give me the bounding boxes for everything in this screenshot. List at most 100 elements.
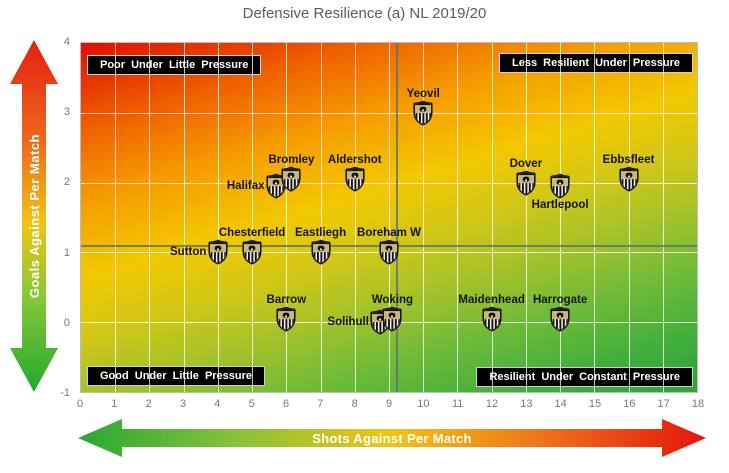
- team-point: Boreham W: [357, 227, 421, 265]
- gridline: [115, 43, 117, 392]
- y-tick-label: -1: [60, 387, 70, 399]
- x-axis-ticks: 0 1 2 3 4 5 6 7 8 9 10 11 12 13 14 15 16 17 18: [76, 398, 704, 412]
- gridline: [423, 43, 425, 392]
- y-tick-label: 2: [63, 176, 70, 189]
- team-label: Ebbsfleet: [602, 154, 655, 167]
- team-label: Bromley: [268, 154, 315, 167]
- team-label: Dover: [509, 157, 543, 170]
- team-point: Harrogate: [533, 294, 587, 332]
- team-point: Maidenhead: [458, 294, 525, 332]
- x-tick-label: 14: [554, 398, 567, 410]
- gridline: [525, 43, 527, 392]
- y-tick-label: 4: [63, 36, 70, 48]
- team-badge-icon: [276, 306, 296, 332]
- x-tick-label: 18: [691, 398, 705, 410]
- x-tick-label: 10: [417, 398, 430, 410]
- team-label: Yeovil: [406, 87, 440, 100]
- x-tick-label: 5: [248, 398, 255, 410]
- team-badge-icon: [413, 100, 433, 126]
- team-point: Yeovil: [407, 88, 440, 126]
- avg-shots-against-line: [395, 43, 398, 392]
- chart-title: Defensive Resilience (a) NL 2019/20: [242, 5, 487, 22]
- team-badge-icon: [550, 173, 570, 199]
- quadrant-label-top-left: Poor Under Little Pressure: [87, 55, 262, 75]
- x-tick-label: 4: [214, 398, 221, 410]
- team-point: Chesterfield: [219, 227, 285, 265]
- x-tick-label: 12: [485, 398, 499, 410]
- team-label: Barrow: [266, 293, 307, 306]
- team-label: Harrogate: [532, 293, 588, 306]
- team-badge-icon: [482, 306, 502, 332]
- team-badge-icon: [382, 306, 402, 332]
- x-axis-arrow-icon: [78, 419, 706, 457]
- team-point: Ebbsfleet: [603, 154, 654, 192]
- x-tick-label: 7: [317, 398, 324, 410]
- team-badge-icon: [311, 240, 331, 265]
- team-label: Aldershot: [327, 154, 382, 167]
- quadrant-label-bottom-left: Good Under Little Pressure: [87, 366, 266, 386]
- gridline: [183, 43, 185, 392]
- x-tick-label: 13: [520, 398, 533, 410]
- y-axis-arrow: Goals Against Per Match: [8, 38, 60, 394]
- team-label: Boreham W: [357, 227, 421, 240]
- y-axis-ticks: 4 3 2 1 0 -1: [0, 36, 74, 399]
- x-axis-arrow: Shots Against Per Match: [76, 417, 708, 459]
- team-label: Hartlepool: [531, 199, 589, 212]
- y-tick-label: 3: [63, 106, 70, 119]
- team-badge-icon: [345, 166, 365, 192]
- team-label: Eastliegh: [294, 227, 347, 240]
- plot-area: Poor Under Little Pressure Less Resilien…: [80, 42, 698, 393]
- gridline: [217, 43, 219, 392]
- x-tick-label: 6: [282, 398, 290, 410]
- gridline: [457, 43, 459, 392]
- gridline: [594, 43, 596, 392]
- team-point: Eastliegh: [295, 227, 346, 265]
- team-point: Bromley: [268, 154, 314, 192]
- x-tick-label: 0: [76, 398, 84, 410]
- team-badge-icon: [281, 166, 301, 192]
- x-tick-label: 2: [145, 398, 152, 410]
- team-label: Maidenhead: [458, 293, 525, 306]
- team-label: Woking: [371, 293, 414, 306]
- gridline: [81, 182, 697, 184]
- team-label: Solihull: [327, 316, 369, 329]
- x-tick-label: 1: [111, 398, 118, 410]
- x-tick-label: 17: [657, 398, 670, 410]
- gridline: [320, 43, 322, 392]
- team-badge-icon: [516, 170, 536, 196]
- x-tick-label: 11: [451, 398, 464, 410]
- gridline: [662, 43, 664, 392]
- gridline: [628, 43, 630, 392]
- team-badge-icon: [619, 166, 639, 192]
- team-badge-icon: [550, 306, 570, 332]
- x-tick-label: 8: [351, 398, 358, 410]
- quadrant-label-bottom-right: Resilient Under Constant Pressure: [476, 367, 693, 387]
- x-tick-label: 9: [385, 398, 393, 410]
- x-tick-label: 3: [179, 398, 187, 410]
- quadrant-label-top-right: Less Resilient Under Pressure: [499, 53, 693, 73]
- team-badge-icon: [379, 240, 399, 265]
- team-point: Sutton: [170, 239, 228, 265]
- y-axis-arrow-icon: [10, 40, 58, 392]
- team-point: Halifax: [227, 173, 287, 199]
- team-point: Aldershot: [328, 154, 382, 192]
- team-point: Hartlepool: [532, 173, 589, 211]
- x-axis-title: Shots Against Per Match: [312, 430, 472, 446]
- gridline: [491, 43, 493, 392]
- gridline: [149, 43, 151, 392]
- team-badge-icon: [242, 240, 262, 265]
- team-point: Woking: [372, 294, 413, 332]
- y-tick-label: 0: [63, 316, 70, 329]
- team-label: Halifax: [226, 180, 265, 193]
- team-label: Sutton: [169, 246, 207, 259]
- gridline: [81, 112, 697, 114]
- gridline: [389, 43, 390, 392]
- team-label: Chesterfield: [218, 227, 286, 240]
- y-tick-label: 1: [63, 246, 70, 259]
- gridline: [560, 43, 562, 392]
- team-point: Dover: [510, 158, 542, 196]
- gridline: [286, 43, 288, 392]
- team-point: Barrow: [267, 294, 306, 332]
- gridline: [354, 43, 356, 392]
